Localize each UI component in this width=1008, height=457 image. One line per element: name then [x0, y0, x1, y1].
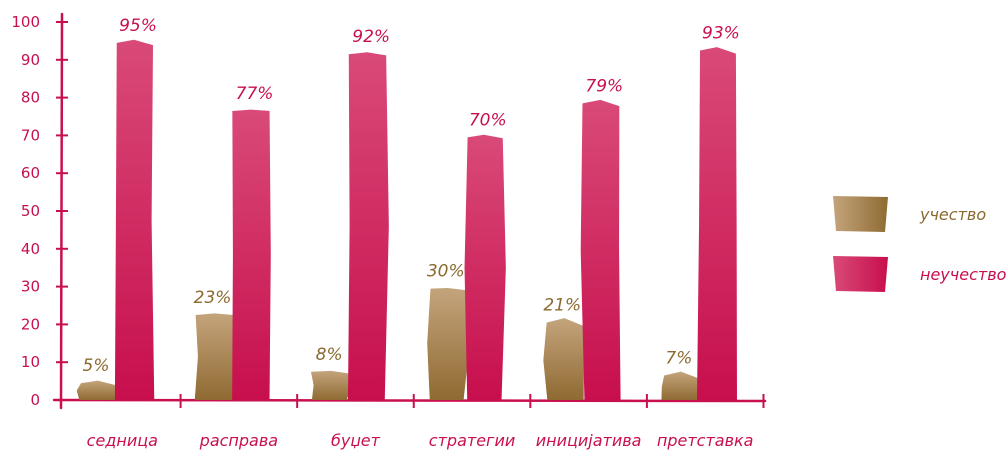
bar-series-1	[310, 370, 352, 400]
y-tick-label: 0	[30, 391, 40, 409]
y-tick-label: 50	[21, 202, 40, 220]
data-label: 8%	[316, 345, 343, 365]
bar-series-2	[114, 39, 155, 400]
x-category-label: стратегии	[429, 431, 515, 450]
y-tick-label: 60	[21, 164, 40, 182]
y-tick-label: 30	[21, 278, 40, 296]
bar-series-1	[76, 380, 118, 400]
y-tick-label: 80	[21, 89, 40, 107]
y-tick-label: 100	[11, 13, 40, 31]
legend-label: неучество	[920, 265, 1007, 284]
data-label: 93%	[702, 23, 740, 43]
bar-series-1	[427, 288, 470, 400]
data-label: 21%	[543, 296, 581, 316]
x-axis-line	[52, 398, 767, 403]
x-category-label: иницијатива	[536, 431, 642, 450]
data-label: 30%	[427, 262, 465, 282]
y-tick-label: 20	[21, 315, 40, 333]
data-label: 92%	[352, 27, 390, 47]
bar-series-2	[347, 52, 389, 400]
y-tick-label: 90	[21, 51, 40, 69]
legend-swatch	[833, 196, 888, 232]
data-label: 23%	[194, 288, 232, 308]
y-tick-label: 10	[21, 353, 40, 371]
legend-swatch	[833, 256, 888, 292]
data-label: 77%	[236, 84, 274, 104]
x-category-label: седница	[87, 431, 158, 450]
y-tick-label: 40	[21, 240, 40, 258]
bars	[76, 39, 737, 401]
data-label: 95%	[119, 16, 157, 36]
bar-series-2	[464, 134, 506, 400]
data-label: 70%	[469, 110, 507, 130]
data-label: 79%	[585, 76, 623, 96]
bar-series-1	[194, 313, 235, 400]
bar-series-1	[543, 318, 585, 400]
axes: 0 10 20 30 40 50 60 70 80 90 100 седница расправа буџ…	[11, 12, 767, 450]
data-labels: 5% 23% 8% 30% 21% 7% 95% 77% 92% 70% 79% 93%	[83, 16, 740, 376]
bar-series-2	[232, 109, 271, 400]
x-category-label: претставка	[657, 431, 754, 450]
data-label: 7%	[665, 349, 692, 369]
data-label: 5%	[83, 356, 110, 376]
bar-series-2	[580, 99, 621, 400]
legend: учество неучество	[833, 196, 1007, 292]
bar-series-1	[661, 371, 701, 400]
legend-label: учество	[919, 205, 986, 224]
x-category-label: буџет	[331, 431, 381, 450]
x-category-label: расправа	[199, 431, 278, 450]
bar-series-2	[696, 47, 737, 401]
y-tick-label: 70	[21, 126, 40, 144]
